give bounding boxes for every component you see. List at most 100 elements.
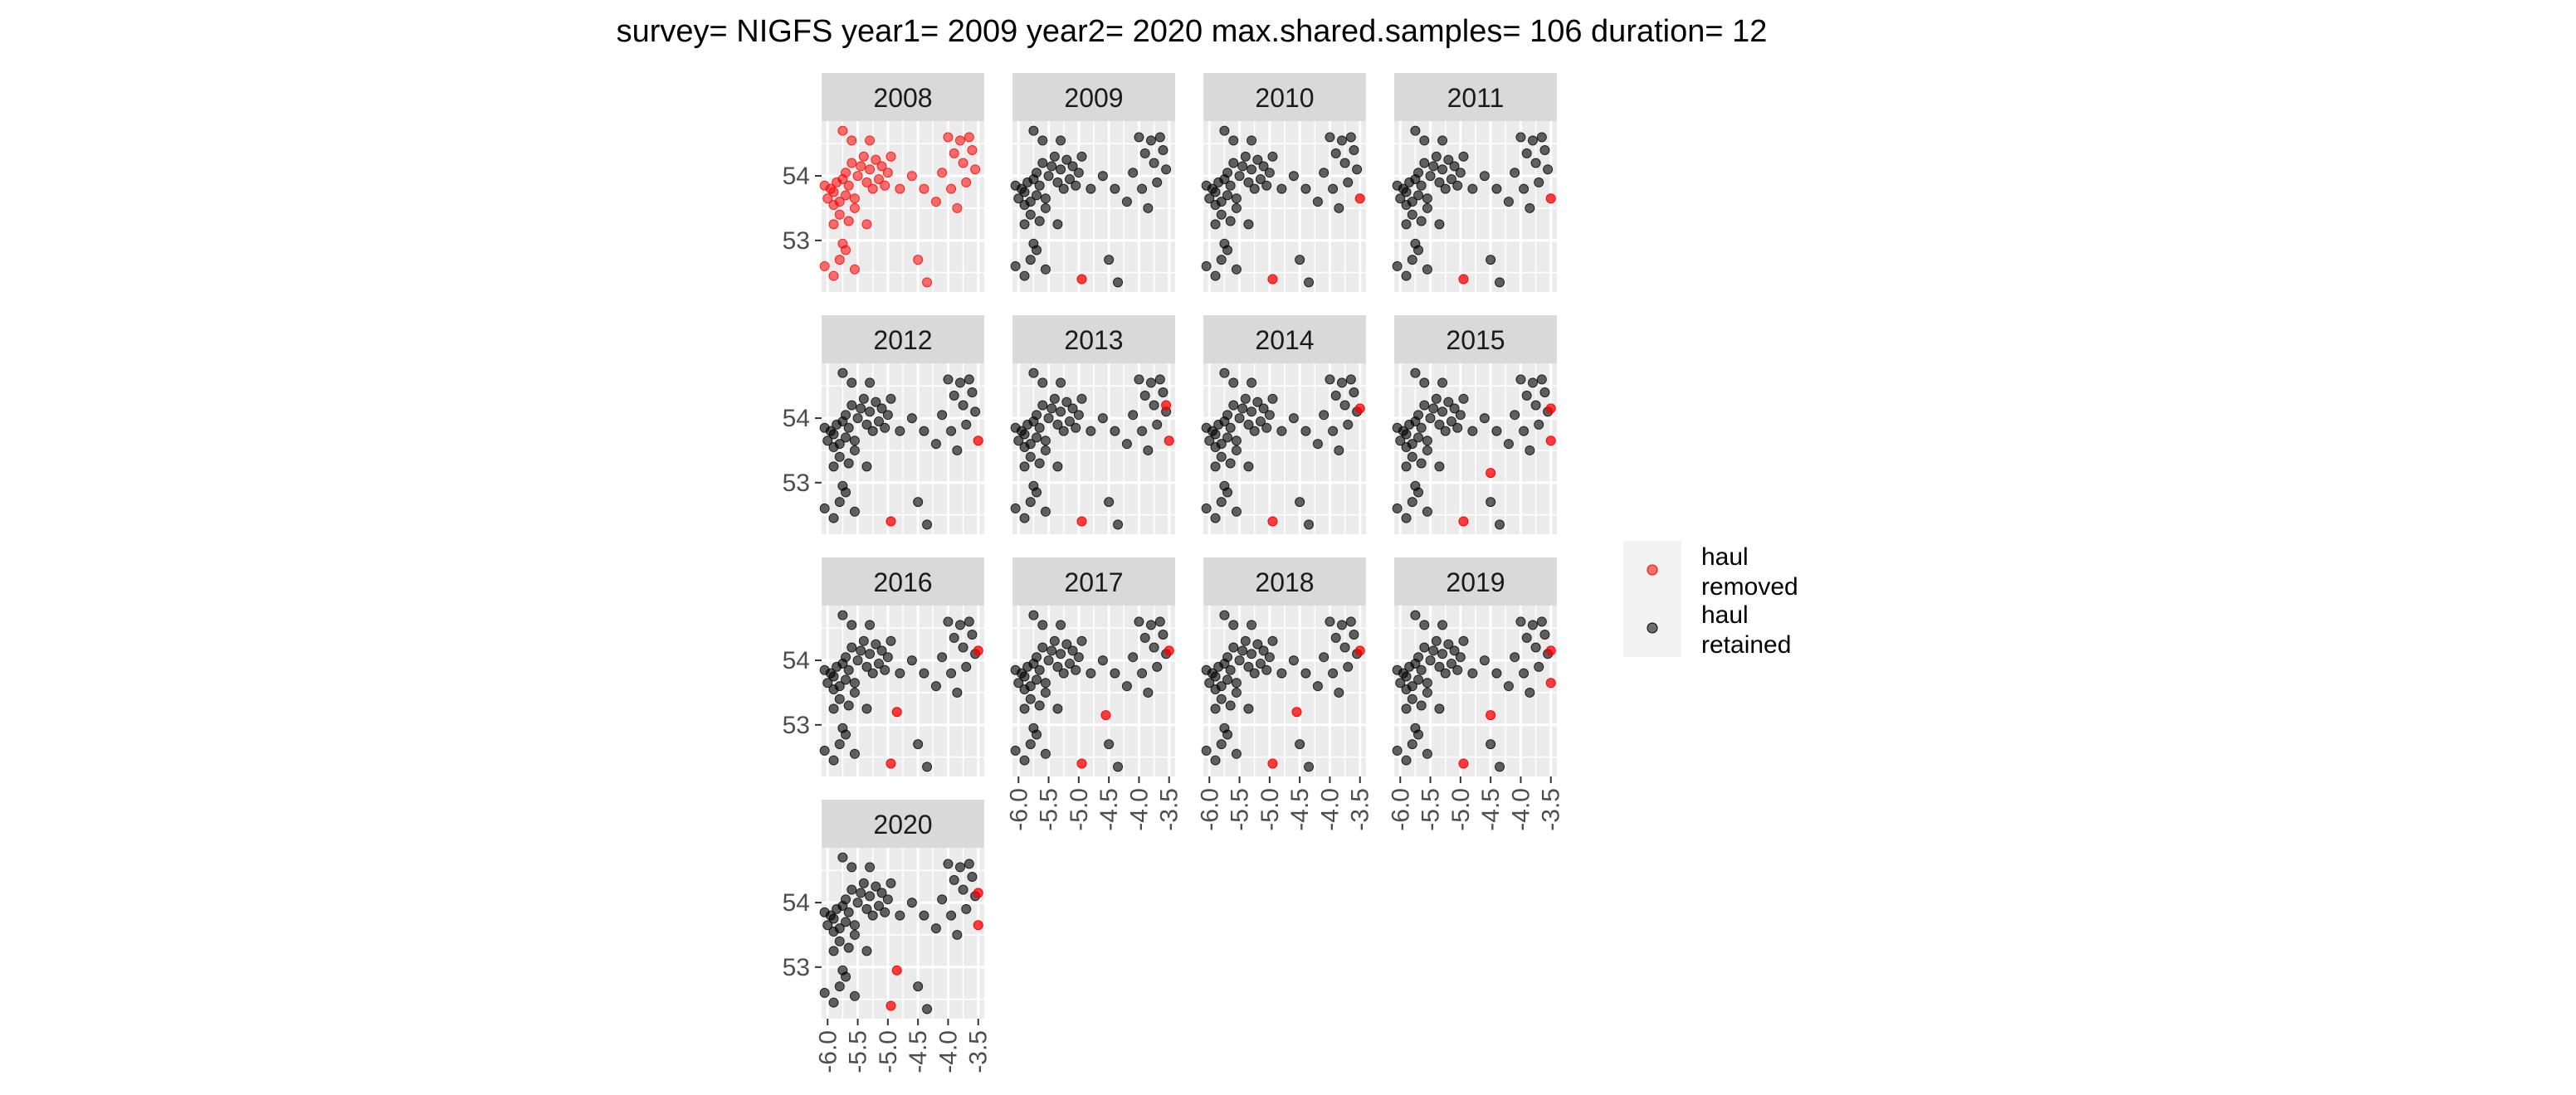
haul-point-retained <box>1145 620 1156 630</box>
haul-point-retained <box>1519 183 1530 194</box>
haul-point-retained <box>1330 148 1341 158</box>
haul-point-retained <box>1422 202 1432 213</box>
haul-point-removed <box>1267 274 1278 285</box>
haul-point-retained <box>1025 681 1036 692</box>
haul-point-retained <box>958 642 968 653</box>
haul-point-retained <box>1049 393 1060 404</box>
haul-point-retained <box>1422 264 1432 275</box>
haul-point-retained <box>1032 487 1042 498</box>
haul-point-retained <box>1204 436 1215 446</box>
haul-point-retained <box>1519 668 1530 679</box>
haul-point-removed <box>919 183 929 194</box>
haul-point-retained <box>1413 674 1424 685</box>
haul-point-retained <box>1073 168 1084 178</box>
x-tick-label: -4.0 <box>1125 788 1153 831</box>
haul-point-retained <box>1210 461 1221 472</box>
haul-point-removed <box>873 173 884 184</box>
haul-point-retained <box>865 862 876 873</box>
haul-point-retained <box>1519 426 1530 436</box>
haul-point-retained <box>1064 658 1075 669</box>
haul-point-removed <box>849 202 860 213</box>
haul-point-retained <box>1503 439 1514 450</box>
haul-point-retained <box>1416 700 1427 711</box>
haul-point-retained <box>1410 367 1421 378</box>
haul-point-retained <box>886 635 896 646</box>
haul-point-retained <box>1225 664 1236 675</box>
haul-point-retained <box>1419 158 1430 168</box>
haul-point-retained <box>1056 135 1066 146</box>
x-tick-label: -4.5 <box>1095 788 1123 831</box>
haul-point-removed <box>1458 758 1469 769</box>
haul-point-retained <box>949 874 959 885</box>
haul-point-retained <box>943 859 954 869</box>
haul-point-retained <box>1243 703 1254 714</box>
haul-point-removed <box>1100 710 1111 721</box>
haul-point-retained <box>1231 264 1242 275</box>
x-tick-label: -3.5 <box>965 1030 993 1073</box>
facet-panel-2014: 2014 <box>1201 315 1366 534</box>
y-tick-label: 54 <box>783 889 810 917</box>
haul-point-removed <box>882 168 893 178</box>
haul-point-retained <box>1058 668 1069 679</box>
haul-point-retained <box>1158 144 1168 155</box>
haul-point-removed <box>834 209 845 220</box>
haul-point-retained <box>1025 439 1036 450</box>
haul-point-retained <box>895 668 905 679</box>
haul-point-retained <box>1210 513 1221 523</box>
haul-point-retained <box>1515 374 1526 385</box>
haul-point-retained <box>852 413 863 424</box>
x-tick-label: -6.0 <box>814 1030 842 1073</box>
haul-points <box>819 125 981 288</box>
haul-point-removed <box>958 158 968 168</box>
haul-point-retained <box>1040 436 1051 446</box>
haul-point-retained <box>1407 197 1417 207</box>
haul-point-retained <box>1319 410 1329 421</box>
haul-point-retained <box>1046 161 1057 172</box>
haul-point-retained <box>1134 374 1144 385</box>
haul-point-retained <box>1413 245 1424 256</box>
haul-point-retained <box>1240 635 1251 646</box>
facet-strip <box>1203 73 1366 121</box>
haul-point-retained <box>1443 397 1454 407</box>
haul-point-retained <box>1325 374 1335 385</box>
haul-point-retained <box>1154 616 1165 627</box>
haul-point-retained <box>1249 183 1260 194</box>
haul-point-retained <box>865 377 876 388</box>
haul-point-retained <box>1037 377 1048 388</box>
facet-strip-label: 2020 <box>873 810 932 840</box>
haul-point-retained <box>1061 639 1072 650</box>
haul-point-retained <box>858 878 869 888</box>
haul-point-removed <box>867 183 878 194</box>
haul-point-retained <box>1247 164 1257 175</box>
haul-point-retained <box>1339 642 1350 653</box>
haul-point-retained <box>1407 497 1417 508</box>
haul-point-retained <box>1334 445 1344 455</box>
haul-point-removed <box>1076 274 1087 285</box>
facet-panel-2020: 2020 53 54 -6.0 -5.5 -5.0 -4.5 -4.0 -3.5 <box>783 800 993 1073</box>
haul-point-retained <box>1392 745 1403 756</box>
haul-point-retained <box>1300 668 1311 679</box>
haul-point-retained <box>1210 219 1221 230</box>
haul-point-retained <box>1158 387 1168 397</box>
haul-point-retained <box>1040 748 1051 759</box>
haul-points <box>1201 367 1365 530</box>
haul-point-retained <box>1431 151 1442 162</box>
legend-key-removed <box>1647 564 1658 576</box>
haul-point-retained <box>1410 125 1421 136</box>
haul-point-retained <box>1019 755 1030 766</box>
haul-point-retained <box>1128 652 1139 663</box>
haul-point-retained <box>876 888 887 898</box>
facet-strip <box>1203 315 1366 363</box>
haul-point-retained <box>1231 202 1242 213</box>
haul-point-retained <box>1046 645 1057 656</box>
haul-point-retained <box>922 1004 933 1015</box>
haul-point-retained <box>1231 687 1242 698</box>
haul-point-retained <box>849 445 860 455</box>
haul-point-retained <box>828 703 839 714</box>
haul-point-removed <box>952 202 963 213</box>
haul-point-retained <box>1276 426 1287 436</box>
haul-point-retained <box>1056 649 1066 659</box>
haul-point-retained <box>1210 703 1221 714</box>
haul-point-retained <box>1434 461 1445 472</box>
haul-point-retained <box>1216 681 1227 692</box>
